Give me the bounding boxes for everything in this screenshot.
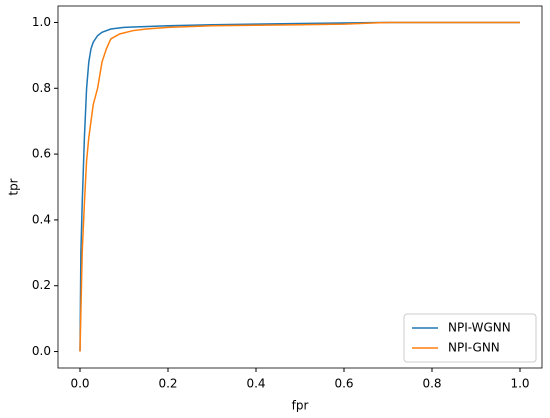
y-tick-label: 0.2: [32, 278, 51, 292]
y-axis-label: tpr: [7, 178, 21, 195]
y-tick-label: 0.8: [32, 81, 51, 95]
y-tick-label: 1.0: [32, 15, 51, 29]
legend-label: NPI-GNN: [448, 341, 500, 355]
x-tick-label: 0.0: [70, 377, 89, 391]
axes-frame: [57, 5, 543, 369]
legend: NPI-WGNN NPI-GNN: [403, 313, 537, 363]
x-tick-label: 0.8: [422, 377, 441, 391]
y-tick-label: 0.4: [32, 212, 51, 226]
y-tick-label: 0.0: [32, 344, 51, 358]
roc-line: [79, 21, 520, 352]
legend-box: [403, 313, 537, 363]
y-tick-label: 0.6: [32, 147, 51, 161]
x-tick-label: 0.4: [246, 377, 265, 391]
x-tick-label: 0.6: [334, 377, 353, 391]
roc-line: [79, 21, 520, 352]
x-tick-label: 1.0: [510, 377, 529, 391]
x-tick-label: 0.2: [158, 377, 177, 391]
x-axis-label: fpr: [292, 399, 309, 413]
legend-label: NPI-WGNN: [448, 321, 511, 335]
